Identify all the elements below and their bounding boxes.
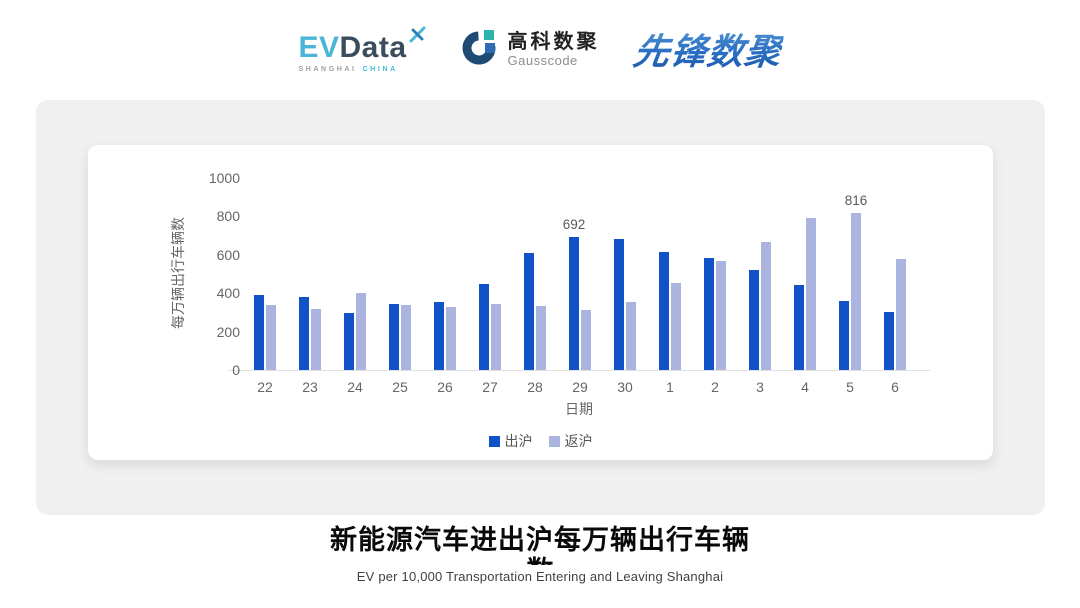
evdata-star-icon — [409, 26, 426, 47]
bar-返沪-28 — [536, 306, 546, 370]
evdata-shanghai-text: SHANGHAI — [298, 65, 357, 73]
x-tick-label: 2 — [711, 379, 719, 395]
y-tick-label: 200 — [216, 323, 240, 340]
x-tick-label: 3 — [756, 379, 764, 395]
bar-出沪-4 — [794, 284, 804, 370]
x-axis-line — [228, 370, 930, 371]
bar-出沪-25 — [389, 303, 399, 370]
legend-item-出沪: 出沪 — [488, 431, 533, 451]
legend-swatch-icon — [548, 435, 560, 447]
bar-出沪-1 — [659, 252, 669, 370]
chart-title-overflow: 数 — [0, 556, 1080, 565]
bar-出沪-2 — [704, 257, 714, 370]
y-tick-label: 400 — [216, 285, 240, 302]
bar-出沪-30 — [614, 239, 624, 370]
bar-返沪-2 — [716, 261, 726, 370]
gausscode-text: 高科数聚 Gausscode — [508, 31, 600, 68]
x-tick-label: 22 — [257, 379, 273, 395]
bar-出沪-5 — [839, 301, 849, 370]
bar-返沪-4 — [806, 218, 816, 370]
chart-card: 每万辆出行车辆数 日期 出沪 返沪 0 200 400 600 800 1000 22 23 24… — [88, 145, 993, 460]
x-tick-label: 30 — [617, 379, 633, 395]
x-tick-label: 24 — [347, 379, 363, 395]
pioneer-logo: 先锋数聚 — [630, 23, 785, 75]
gausscode-en-text: Gausscode — [507, 52, 578, 68]
legend: 出沪 返沪 — [88, 431, 993, 451]
bar-value-label: 816 — [844, 193, 868, 209]
evdata-ev-text: EV — [298, 30, 340, 64]
legend-label: 返沪 — [564, 433, 593, 449]
chart-panel: 每万辆出行车辆数 日期 出沪 返沪 0 200 400 600 800 1000 22 23 24… — [36, 100, 1045, 515]
x-tick-label: 1 — [666, 379, 674, 395]
evdata-china-text: CHINA — [362, 65, 398, 73]
evdata-subtitle: SHANGHAI CHINA — [298, 66, 425, 73]
y-tick-label: 800 — [216, 208, 240, 225]
x-tick-label: 27 — [482, 379, 498, 395]
bar-返沪-22 — [266, 304, 276, 370]
legend-label: 出沪 — [504, 433, 533, 449]
x-tick-label: 5 — [846, 379, 854, 395]
bar-返沪-27 — [491, 304, 501, 370]
bar-返沪-25 — [401, 305, 411, 370]
bar-返沪-26 — [446, 307, 456, 370]
x-tick-label: 23 — [302, 379, 318, 395]
evdata-logo: EV Data SHANGHAI CHINA — [298, 26, 426, 73]
bar-出沪-27 — [479, 283, 489, 370]
x-axis-title: 日期 — [565, 401, 593, 417]
caption: 新能源汽车进出沪每万辆出行车辆 数 EV per 10,000 Transpor… — [0, 524, 1080, 584]
gausscode-logo: 高科数聚 Gausscode — [460, 27, 600, 72]
bar-返沪-1 — [671, 282, 681, 370]
bar-chart: 每万辆出行车辆数 日期 出沪 返沪 0 200 400 600 800 1000 22 23 24… — [88, 145, 993, 460]
x-tick-label: 25 — [392, 379, 408, 395]
bar-出沪-23 — [299, 297, 309, 370]
x-tick-label: 6 — [891, 379, 899, 395]
gausscode-cn-text: 高科数聚 — [507, 30, 600, 53]
chart-title-en: EV per 10,000 Transportation Entering an… — [356, 569, 724, 584]
bar-出沪-26 — [434, 301, 444, 370]
y-tick-label: 600 — [216, 246, 240, 263]
x-tick-label: 4 — [801, 379, 809, 395]
chart-title-cn: 新能源汽车进出沪每万辆出行车辆 — [330, 525, 750, 555]
bar-返沪-24 — [356, 293, 366, 370]
bar-返沪-6 — [896, 258, 906, 370]
logo-bar: EV Data SHANGHAI CHINA — [0, 16, 1080, 82]
bar-返沪-29 — [581, 310, 591, 370]
x-tick-label: 29 — [572, 379, 588, 395]
bar-出沪-29 — [569, 237, 579, 370]
bar-value-label: 692 — [562, 217, 586, 233]
bar-返沪-3 — [761, 242, 771, 370]
evdata-data-text: Data — [339, 30, 407, 64]
legend-item-返沪: 返沪 — [548, 431, 593, 451]
y-tick-label: 1000 — [208, 170, 240, 186]
bar-出沪-24 — [344, 313, 354, 370]
gausscode-g-icon — [460, 27, 500, 72]
y-tick-label: 0 — [232, 362, 240, 378]
bar-返沪-30 — [626, 302, 636, 370]
bar-出沪-6 — [884, 312, 894, 370]
evdata-wordmark: EV Data — [298, 26, 426, 64]
bar-出沪-3 — [749, 270, 759, 370]
bar-出沪-22 — [254, 295, 264, 370]
bar-返沪-5 — [851, 213, 861, 370]
bar-出沪-28 — [524, 253, 534, 370]
x-tick-label: 28 — [527, 379, 543, 395]
x-tick-label: 26 — [437, 379, 453, 395]
bar-返沪-23 — [311, 308, 321, 370]
legend-swatch-icon — [488, 435, 500, 447]
